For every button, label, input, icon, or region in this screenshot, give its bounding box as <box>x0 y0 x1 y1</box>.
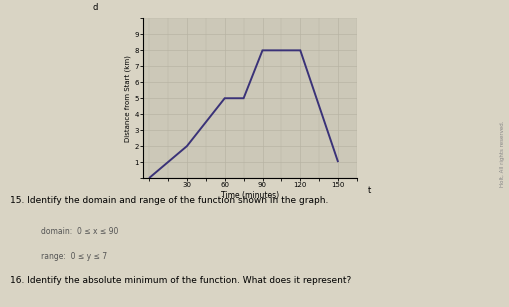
Text: 15. Identify the domain and range of the function shown in the graph.: 15. Identify the domain and range of the… <box>10 196 328 205</box>
Text: d: d <box>93 3 98 12</box>
Text: range:  0 ≤ y ≤ 7: range: 0 ≤ y ≤ 7 <box>41 252 107 261</box>
Y-axis label: Distance from Start (km): Distance from Start (km) <box>125 55 131 142</box>
Text: Holt, All rights reserved.: Holt, All rights reserved. <box>499 120 504 187</box>
Text: t: t <box>367 186 370 195</box>
Text: 16. Identify the absolute minimum of the function. What does it represent?: 16. Identify the absolute minimum of the… <box>10 276 351 285</box>
Text: domain:  0 ≤ x ≤ 90: domain: 0 ≤ x ≤ 90 <box>41 227 118 236</box>
X-axis label: Time (minutes): Time (minutes) <box>220 191 278 200</box>
